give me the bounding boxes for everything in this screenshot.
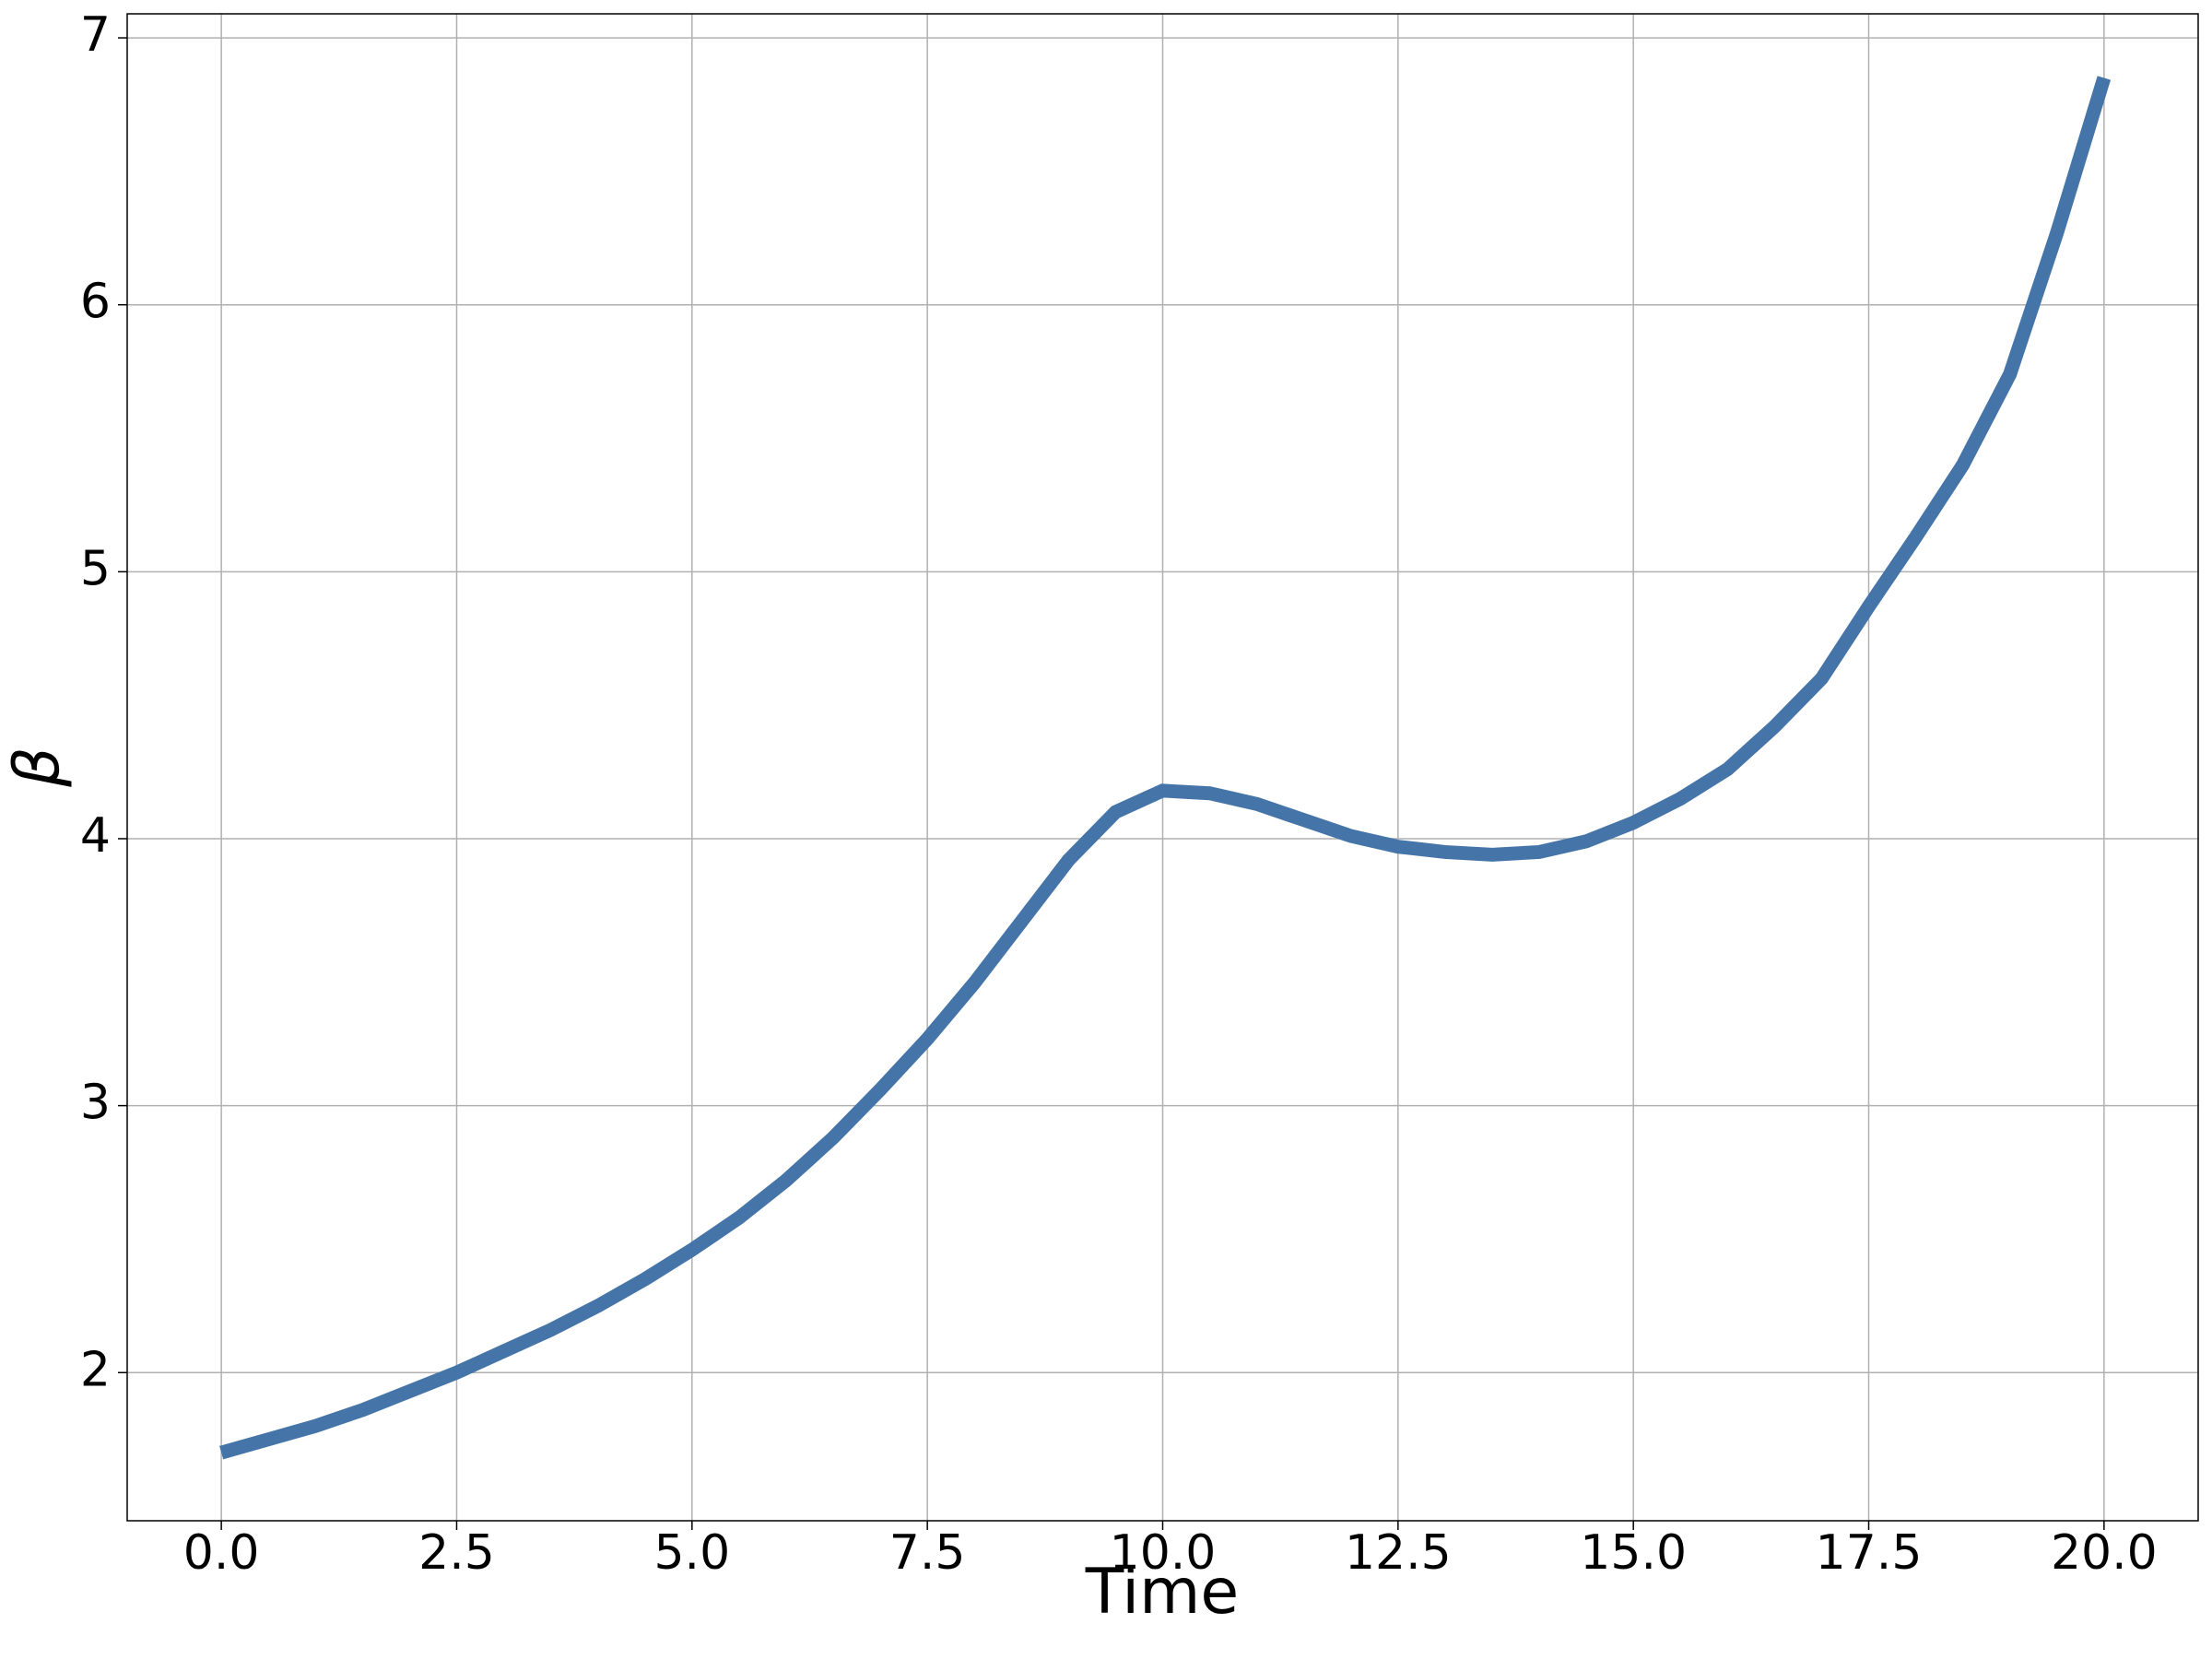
y-tick-label: 7 bbox=[80, 7, 111, 63]
line bbox=[219, 76, 2112, 1460]
y-tick-label: 6 bbox=[80, 275, 111, 330]
x-tick-label: 7.5 bbox=[889, 1525, 966, 1581]
x-tick-label: 12.5 bbox=[1345, 1525, 1452, 1581]
y-tick-label: 3 bbox=[80, 1076, 111, 1131]
y-tick-label: 4 bbox=[80, 808, 111, 864]
y-tick-label: 5 bbox=[80, 541, 111, 596]
x-tick-label: 15.0 bbox=[1580, 1525, 1687, 1581]
x-axis-label: Time bbox=[1085, 1556, 1239, 1629]
x-tick-label: 5.0 bbox=[653, 1525, 730, 1581]
x-tick-label: 17.5 bbox=[1816, 1525, 1923, 1581]
y-tick-label: 2 bbox=[80, 1342, 111, 1397]
x-tick-label: 2.5 bbox=[418, 1525, 495, 1581]
y-axis-label: β bbox=[2, 747, 75, 787]
x-tick-label: 20.0 bbox=[2051, 1525, 2158, 1581]
x-tick-label: 0.0 bbox=[183, 1525, 260, 1581]
plot-frame bbox=[126, 13, 2199, 1522]
x-tick-label: 10.0 bbox=[1110, 1525, 1217, 1581]
